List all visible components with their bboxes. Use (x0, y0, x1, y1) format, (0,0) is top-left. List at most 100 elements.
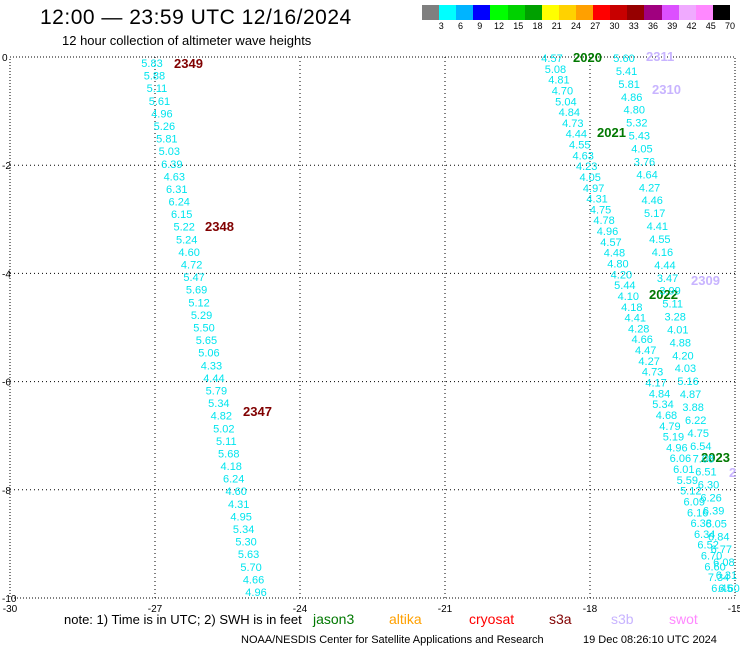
wave-height-value: 4.87 (680, 389, 701, 401)
legend-swatch (473, 5, 491, 20)
wave-height-value: 4.66 (631, 334, 652, 346)
wave-height-value: 4.64 (636, 169, 657, 181)
legend-swatches (422, 5, 730, 20)
wave-height-value: 4.44 (203, 373, 224, 385)
legend-label: 12 (493, 21, 505, 31)
footer-note: note: 1) Time is in UTC; 2) SWH is in fe… (64, 612, 302, 627)
legend-label: 24 (570, 21, 582, 31)
wave-height-value: 4.72 (181, 260, 202, 272)
wave-height-value: 6.70 (701, 551, 722, 563)
wave-height-value: 7.08 (693, 454, 714, 466)
wave-height-value: 3.76 (634, 156, 655, 168)
wave-height-value: 6.39 (703, 505, 724, 517)
legend-swatch (593, 5, 611, 20)
wave-height-value: 4.82 (211, 411, 232, 423)
wave-height-value: 6.60 (718, 583, 739, 595)
wave-height-value: 5.11 (662, 299, 683, 311)
wave-height-value: 3.28 (665, 312, 686, 324)
wave-height-value: 6.54 (690, 441, 711, 453)
wave-height-value: 5.22 (173, 222, 194, 234)
wave-height-value: 6.01 (673, 464, 694, 476)
pass-time-label: 2348 (205, 219, 234, 234)
latitude-tick-label: -10 (2, 594, 17, 605)
legend-label: 21 (551, 21, 562, 31)
wave-height-value: 4.44 (654, 260, 675, 272)
wave-height-value: 4.66 (243, 574, 264, 586)
satellite-legend-item: cryosat (469, 611, 515, 627)
legend-label: 42 (686, 21, 697, 31)
wave-height-value: 6.24 (223, 474, 244, 486)
wave-height-value: 6.60 (704, 561, 725, 573)
wave-height-value: 4.60 (178, 247, 199, 259)
wave-height-value: 5.70 (240, 562, 261, 574)
legend-swatch (490, 5, 508, 20)
wave-height-value: 5.19 (663, 432, 684, 444)
legend-swatch (507, 5, 525, 20)
latitude-tick-label: 0 (2, 53, 8, 64)
wave-height-value: 4.96 (245, 587, 266, 599)
wave-height-value: 5.24 (176, 234, 197, 246)
legend-label: 39 (667, 21, 678, 31)
wave-height-value: 5.61 (149, 96, 170, 108)
wave-height-value: 4.27 (638, 356, 659, 368)
longitude-tick-label: -15 (728, 604, 740, 615)
wave-height-value: 6.77 (711, 544, 732, 556)
wave-height-value: 5.59 (677, 475, 698, 487)
legend-swatch (627, 5, 645, 20)
wave-height-value: 4.18 (621, 302, 642, 314)
wave-height-value: 5.83 (141, 58, 162, 70)
wave-height-value: 6.09 (684, 496, 705, 508)
wave-height-value: 4.68 (656, 410, 677, 422)
legend-swatch (541, 5, 559, 20)
wave-height-value: 5.17 (644, 208, 665, 220)
wave-height-value: 4.78 (593, 215, 614, 227)
wave-height-value: 4.20 (672, 350, 693, 362)
wave-height-value: 6.22 (685, 415, 706, 427)
wave-height-value: 6.30 (698, 480, 719, 492)
legend-label: 15 (513, 21, 524, 31)
wave-height-value: 3.47 (657, 273, 678, 285)
latitude-tick-label: -8 (2, 486, 11, 497)
legend-swatch (661, 5, 679, 20)
wave-height-value: 4.97 (583, 183, 604, 195)
legend-label: 6 (457, 21, 464, 31)
wave-height-value: 4.41 (625, 313, 646, 325)
longitude-tick-label: -18 (583, 604, 598, 615)
wave-height-value: 4.73 (562, 118, 583, 130)
wave-height-value: 4.03 (675, 363, 696, 375)
wave-height-value: 4.33 (201, 360, 222, 372)
wave-height-value: 4.81 (548, 75, 569, 87)
wave-height-value: 4.75 (688, 428, 709, 440)
wave-height-value: 4.84 (559, 107, 580, 119)
legend-label: 30 (609, 21, 620, 31)
legend-swatch (712, 5, 730, 20)
wave-height-value: 4.63 (573, 150, 594, 162)
wave-height-value: 3.88 (682, 402, 703, 414)
wave-height-value: 6.05 (705, 518, 726, 530)
wave-height-value: 5.32 (626, 118, 647, 130)
wave-height-value: 4.05 (579, 172, 600, 184)
wave-height-value: 5.47 (183, 272, 204, 284)
pass-time-label: 2023 (701, 450, 730, 465)
wave-height-value: 4.41 (647, 221, 668, 233)
longitude-tick-label: -30 (3, 604, 18, 615)
wave-height-value: 5.34 (233, 524, 254, 536)
legend-swatch (558, 5, 576, 20)
wave-height-value: 5.60 (613, 53, 634, 65)
pass-time-label: 2309 (691, 273, 720, 288)
legend-label: 70 (724, 21, 736, 31)
legend-label: 27 (590, 21, 601, 31)
wave-height-value: 5.11 (216, 436, 237, 448)
wave-height-value: 4.18 (221, 461, 242, 473)
latitude-tick-label: -2 (2, 161, 11, 172)
wave-height-value: 5.08 (545, 64, 566, 76)
legend-label: 36 (647, 21, 659, 31)
wave-height-value: 6.31 (166, 184, 187, 196)
wave-height-value: 5.44 (614, 280, 635, 292)
wave-height-value: 6.51 (695, 467, 716, 479)
legend-swatch (524, 5, 542, 20)
wave-height-value: 4.73 (642, 367, 663, 379)
wave-height-value: 6.24 (169, 197, 190, 209)
wave-height-value: 6.38 (690, 518, 711, 530)
